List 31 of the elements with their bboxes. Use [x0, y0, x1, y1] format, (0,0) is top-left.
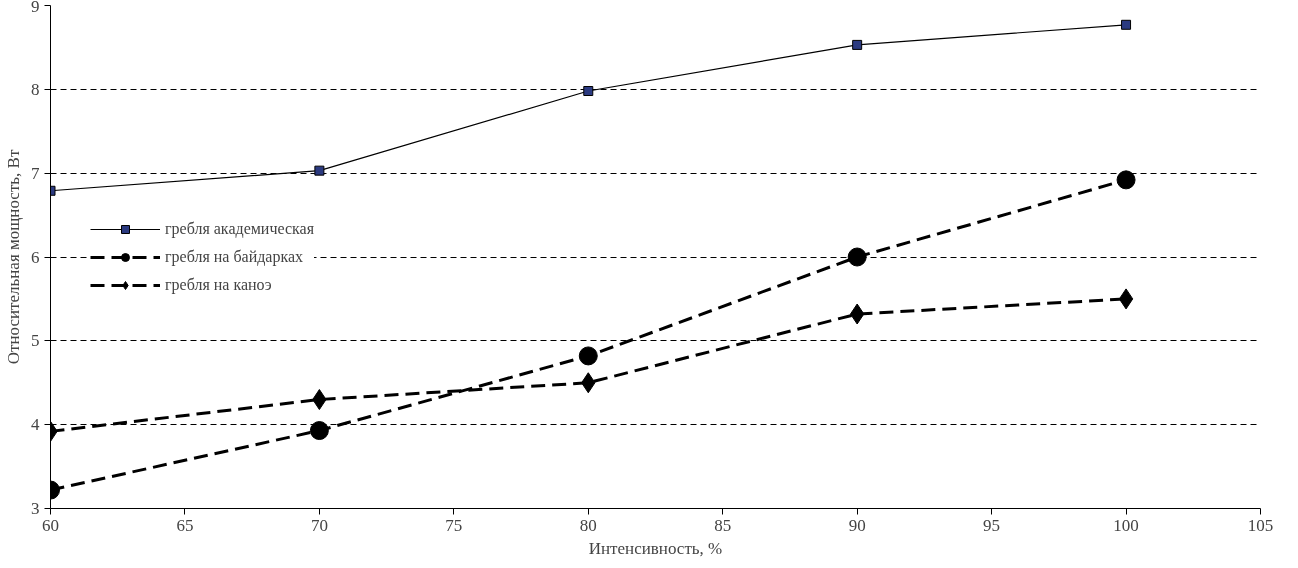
x-tick-label: 105: [1247, 515, 1274, 535]
legend-label: гребля на байдарках: [165, 247, 304, 266]
x-tick-label: 75: [445, 515, 463, 535]
x-tick-label: 80: [579, 515, 597, 535]
point: [1121, 19, 1132, 30]
point: [578, 346, 598, 366]
point: [852, 39, 863, 50]
y-tick-label: 7: [31, 163, 40, 183]
point: [847, 247, 867, 267]
x-tick-label: 65: [176, 515, 194, 535]
point: [1118, 288, 1134, 310]
y-tick-label: 3: [31, 499, 40, 518]
x-tick-label: 90: [848, 515, 866, 535]
y-tick-label: 5: [31, 331, 40, 351]
legend-label: гребля на каноэ: [165, 275, 272, 294]
y-tick-label: 8: [31, 79, 40, 99]
point: [583, 86, 594, 97]
x-tick-label: 100: [1113, 515, 1139, 535]
x-tick-label: 70: [310, 515, 328, 535]
point: [309, 421, 329, 441]
x-tick-label: 85: [714, 515, 732, 535]
x-tick-label: 95: [983, 515, 1001, 535]
point: [314, 165, 325, 176]
point: [1116, 170, 1136, 190]
y-tick-label: 4: [31, 415, 40, 435]
x-axis-title: Интенсивность, %: [588, 538, 723, 558]
x-tick-label: 60: [42, 515, 59, 535]
y-tick-label: 9: [31, 0, 40, 16]
legend-label: гребля академическая: [165, 219, 315, 238]
y-axis-title: Относительная мощность, Вт: [4, 149, 23, 365]
y-tick-label: 6: [31, 247, 40, 267]
